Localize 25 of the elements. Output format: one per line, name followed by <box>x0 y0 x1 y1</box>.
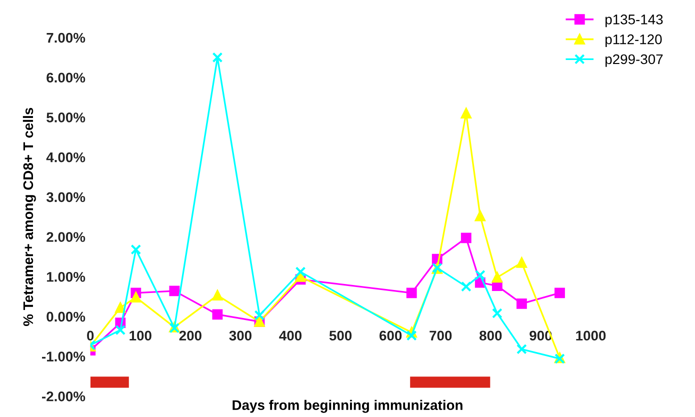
y-tick-label: 6.00% <box>46 72 86 83</box>
y-tick-label: 4.00% <box>46 152 86 162</box>
x-tick-label: 800 <box>480 330 502 341</box>
y-tick-label: 5.00% <box>46 112 86 122</box>
legend-label: p112-120 <box>606 34 662 48</box>
y-tick-label: 0.00% <box>46 312 86 322</box>
x-axis-title: Days from beginning immunization <box>232 400 462 413</box>
y-tick-label: -1.00% <box>42 352 86 362</box>
y-tick-label: 7.00% <box>46 32 86 43</box>
legend-label: p135-143 <box>606 14 663 28</box>
x-tick-label: 500 <box>329 330 352 341</box>
x-tick-label: 600 <box>380 330 402 341</box>
y-axis-title: % Tetramer+ among CD8+ T cells <box>22 108 36 326</box>
y-tick-label: -2.00% <box>42 391 86 402</box>
y-tick-label: 2.00% <box>46 232 86 242</box>
y-tick-label: 3.00% <box>46 192 86 202</box>
x-tick-label: 200 <box>179 330 202 341</box>
x-tick-label: 300 <box>229 330 252 341</box>
x-tick-label: 100 <box>130 330 152 341</box>
x-tick-label: 0 <box>87 330 94 341</box>
legend-label: p299-307 <box>606 54 663 67</box>
x-tick-label: 1000 <box>576 330 606 341</box>
x-tick-label: 400 <box>279 330 302 341</box>
x-tick-label: 700 <box>430 330 452 341</box>
y-tick-label: 1.00% <box>46 272 86 282</box>
